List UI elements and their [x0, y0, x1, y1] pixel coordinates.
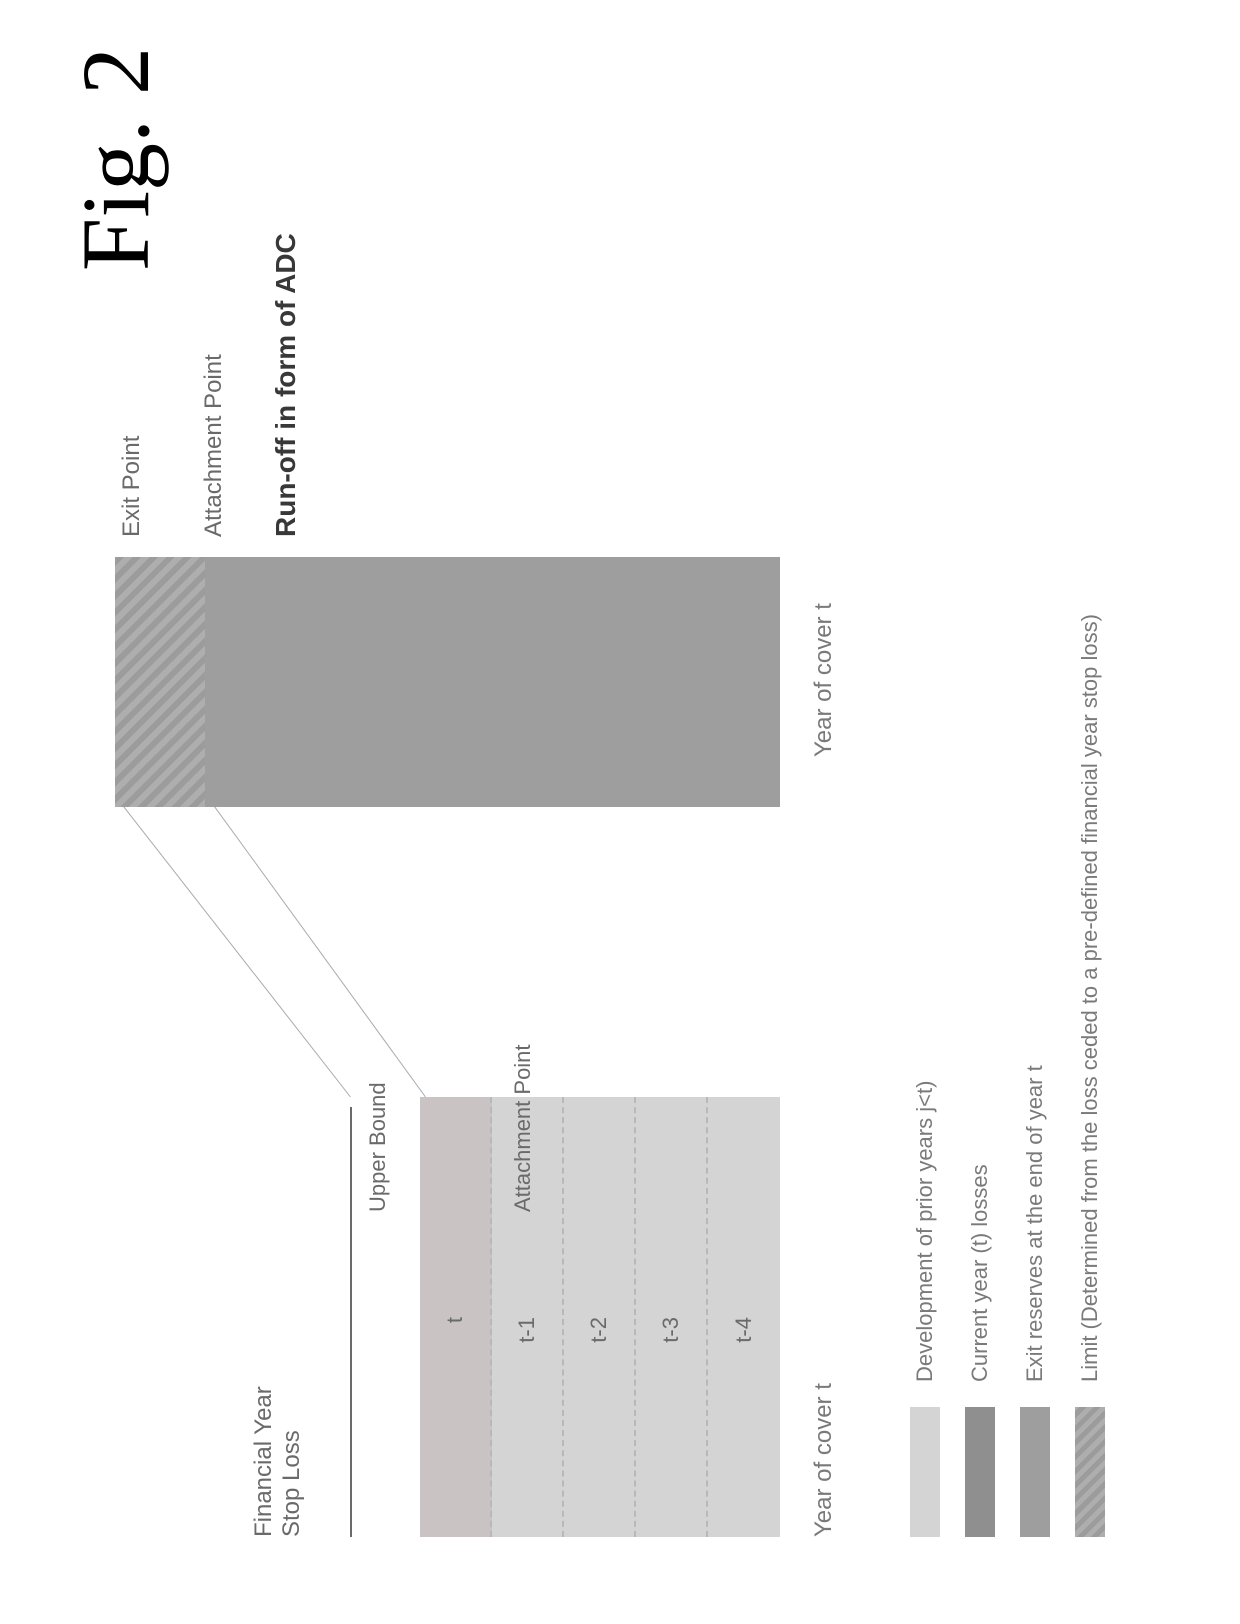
legend-row: Current year (t) losses	[965, 614, 995, 1537]
upper-bound-line	[350, 1107, 352, 1537]
stack-row-prior: t-3	[636, 1097, 708, 1537]
figure-canvas: Fig. 2 Financial Year Stop Loss Upper Bo…	[30, 27, 1210, 1597]
figure-number: Fig. 2	[60, 47, 171, 271]
stack-row-prior: t-4	[708, 1097, 780, 1537]
legend: Development of prior years j<t) Current …	[910, 614, 1105, 1537]
legend-swatch-prior	[910, 1407, 940, 1537]
legend-label: Development of prior years j<t)	[912, 1081, 938, 1382]
stack-row-label: t-4	[731, 1097, 757, 1343]
upper-bound-label: Upper Bound	[365, 1082, 391, 1212]
limit-band	[115, 557, 205, 807]
stack-row-current: t	[420, 1097, 492, 1537]
exit-reserves-area	[205, 557, 780, 807]
right-x-axis-label: Year of cover t	[810, 603, 838, 757]
left-x-axis-label: Year of cover t	[810, 1383, 838, 1537]
legend-row: Limit (Determined from the loss ceded to…	[1075, 614, 1105, 1537]
legend-swatch-current	[965, 1407, 995, 1537]
right-attachment-label: Attachment Point	[200, 354, 228, 537]
stack-row-label: t-3	[658, 1097, 684, 1343]
exit-point-label: Exit Point	[118, 436, 146, 537]
left-attachment-label: Attachment Point	[510, 1044, 536, 1212]
left-block-title: Financial Year Stop Loss	[250, 1386, 306, 1537]
legend-swatch-limit	[1075, 1407, 1105, 1537]
legend-row: Development of prior years j<t)	[910, 614, 940, 1537]
stack-row-label: t-2	[586, 1097, 612, 1343]
stack-row-prior: t-2	[564, 1097, 636, 1537]
right-block-title: Run-off in form of ADC	[270, 233, 302, 537]
legend-label: Limit (Determined from the loss ceded to…	[1077, 614, 1103, 1382]
left-stack: t t-1 t-2 t-3 t-4	[420, 1097, 780, 1537]
legend-swatch-exit	[1020, 1407, 1050, 1537]
legend-label: Exit reserves at the end of year t	[1022, 1065, 1048, 1382]
legend-row: Exit reserves at the end of year t	[1020, 614, 1050, 1537]
legend-label: Current year (t) losses	[967, 1164, 993, 1382]
right-block	[115, 557, 780, 807]
stack-row-label: t	[442, 1097, 468, 1323]
limit-band-hatch	[115, 557, 205, 807]
